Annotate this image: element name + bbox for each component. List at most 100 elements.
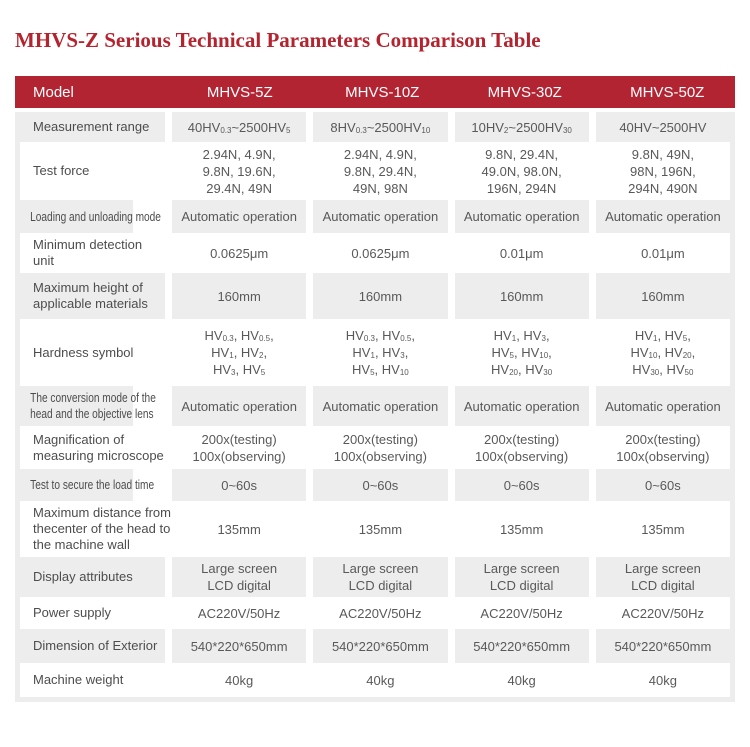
cell-value-line: Large screen xyxy=(624,561,701,576)
cell-value: 40kg xyxy=(313,663,448,697)
table-row: Machine weight 40kg 40kg 40kg 40kg xyxy=(20,663,730,697)
cell-value: Large screen LCD digital xyxy=(172,557,307,597)
cell-value: 160mm xyxy=(454,273,589,319)
cell-value: AC220V/50Hz xyxy=(595,597,730,629)
cell-value-line: LCD digital xyxy=(631,578,695,593)
hv-subscript: 3 xyxy=(541,334,546,343)
cell-value-line: 100x(observing) xyxy=(475,448,569,464)
cell-value-line: 2.94N, 4.9N, xyxy=(343,146,417,162)
spec-comparison-table: Model MHVS-5Z MHVS-10Z MHVS-30Z MHVS-50Z Mea… xyxy=(15,76,735,702)
cell-value-line: HV30, HV50 xyxy=(632,362,694,377)
cell-value-line: 100x(observing) xyxy=(616,448,710,464)
hv-subscript: 20 xyxy=(682,351,692,360)
column-header: MHVS-30Z xyxy=(487,83,562,101)
hv-subscript: 0.5 xyxy=(258,334,271,343)
cell-value-line: 100x(observing) xyxy=(333,448,427,464)
table-body: Measurement range 40HV0.3~2500HV5 8HV0.3~2… xyxy=(15,112,735,702)
table-row: The conversion mode of the head and the o… xyxy=(20,386,730,426)
cell-value: AC220V/50Hz xyxy=(172,597,307,629)
table-row: Test force 2.94N, 4.9N, 9.8N, 19.6N, 29.4N,… xyxy=(20,142,730,200)
row-label: Loading and unloading mode xyxy=(20,200,161,233)
hv-subscript: 5 xyxy=(370,368,375,377)
cell-value-line: 0~60s xyxy=(644,477,681,493)
cell-value-line: 0.0625μm xyxy=(351,245,410,261)
cell-value-line: 100x(observing) xyxy=(192,448,286,464)
page-title: MHVS-Z Serious Technical Parameters Comp… xyxy=(15,28,541,52)
table-header-row: Model MHVS-5Z MHVS-10Z MHVS-30Z MHVS-50Z xyxy=(15,76,735,108)
cell-value-line: 8HV0.3~2500HV10 xyxy=(330,119,431,135)
cell-value-line: HV5, HV10, xyxy=(491,345,552,360)
hv-subscript: 0.5 xyxy=(400,334,412,343)
cell-value: 40kg xyxy=(454,663,589,697)
hv-subscript: 1 xyxy=(652,334,658,343)
table-row: Power supply AC220V/50Hz AC220V/50Hz AC220V… xyxy=(20,597,730,629)
cell-value: Automatic operation xyxy=(313,200,448,233)
cell-value-line: AC220V/50Hz xyxy=(339,605,422,621)
cell-value: 200x(testing) 100x(observing) xyxy=(454,426,589,469)
row-label-line: Maximum distance from xyxy=(33,505,171,520)
cell-value: 200x(testing) 100x(observing) xyxy=(172,426,307,469)
hv-subscript: 1 xyxy=(229,351,234,360)
row-label-line: measuring microscope xyxy=(33,447,164,463)
cell-value-line: HV3, HV5 xyxy=(212,362,266,377)
cell-value: HV1, HV5, HV10, HV20, HV30, HV50 xyxy=(595,319,730,386)
hv-subscript: 30 xyxy=(543,368,553,377)
cell-value: 160mm xyxy=(313,273,448,319)
cell-value-line: 0~60s xyxy=(221,477,258,493)
table-row: Measurement range 40HV0.3~2500HV5 8HV0.3~2… xyxy=(20,112,730,142)
cell-value: 135mm xyxy=(595,501,730,557)
cell-value: Automatic operation xyxy=(454,386,589,426)
table-row: Display attributes Large screen LCD digita… xyxy=(20,557,730,597)
table-row: Hardness symbol HV0.3, HV0.5, HV1, HV2, HV3… xyxy=(20,319,730,386)
cell-value-line: 200x(testing) xyxy=(342,431,418,447)
cell-value-line: 540*220*650mm xyxy=(190,638,288,654)
cell-value: Automatic operation xyxy=(454,200,589,233)
table-row: Loading and unloading mode Automatic oper… xyxy=(20,200,730,233)
row-label-line: applicable materials xyxy=(33,296,148,311)
cell-value: 540*220*650mm xyxy=(313,629,448,663)
cell-value-line: 0.01μm xyxy=(641,245,685,261)
hv-subscript: 20 xyxy=(509,368,518,377)
cell-value-line: Large screen xyxy=(483,561,560,576)
cell-value: Automatic operation xyxy=(595,200,730,233)
column-header: MHVS-10Z xyxy=(345,83,420,101)
row-label: Minimum detection unit xyxy=(20,233,165,273)
hv-subscript: 0.3 xyxy=(220,125,232,135)
cell-value-line: Automatic operation xyxy=(463,209,580,224)
cell-value: 160mm xyxy=(595,273,730,319)
cell-value: 160mm xyxy=(172,273,307,319)
cell-value-line: 29.4N, 49N xyxy=(206,180,272,196)
cell-value: 0~60s xyxy=(595,469,730,501)
cell-value-line: HV10, HV20, xyxy=(630,345,696,360)
row-label-line: Maximum height of xyxy=(33,280,143,295)
cell-value-line: 10HV2~2500HV30 xyxy=(471,119,572,135)
cell-value: 2.94N, 4.9N, 9.8N, 29.4N, 49N, 98N xyxy=(313,142,448,200)
cell-value: Automatic operation xyxy=(172,200,307,233)
page: MHVS-Z Serious Technical Parameters Comp… xyxy=(0,28,750,702)
cell-value-line: 40kg xyxy=(507,672,536,688)
cell-value: 2.94N, 4.9N, 9.8N, 19.6N, 29.4N, 49N xyxy=(172,142,307,200)
cell-value-line: 135mm xyxy=(358,521,403,537)
cell-value: 0.01μm xyxy=(454,233,589,273)
row-label: The conversion mode of the head and the o… xyxy=(20,386,156,426)
hv-subscript: 5 xyxy=(260,368,266,377)
cell-value-line: Automatic operation xyxy=(181,398,297,414)
table-row: Maximum height of applicable materials 160… xyxy=(20,273,730,319)
cell-value-line: 540*220*650mm xyxy=(614,638,712,654)
cell-value: 540*220*650mm xyxy=(172,629,307,663)
cell-value: 135mm xyxy=(313,501,448,557)
cell-value-line: 9.8N, 49N, xyxy=(631,146,694,162)
cell-value-line: 2.94N, 4.9N, xyxy=(202,146,276,162)
cell-value-line: 98N, 196N, xyxy=(629,163,696,179)
row-label: Maximum height of applicable materials xyxy=(20,273,165,319)
cell-value: AC220V/50Hz xyxy=(454,597,589,629)
cell-value: HV0.3, HV0.5, HV1, HV3, HV5, HV10 xyxy=(313,319,448,386)
cell-value-line: HV1, HV5, xyxy=(634,328,691,343)
row-label: Measurement range xyxy=(20,112,165,142)
hv-subscript: 10 xyxy=(539,351,549,360)
row-label-line: head and the objective lens xyxy=(30,406,154,421)
hv-subscript: 5 xyxy=(286,125,291,135)
cell-value-line: LCD digital xyxy=(348,578,413,593)
hv-subscript: 1 xyxy=(370,351,375,360)
cell-value-line: 49N, 98N xyxy=(352,180,408,196)
